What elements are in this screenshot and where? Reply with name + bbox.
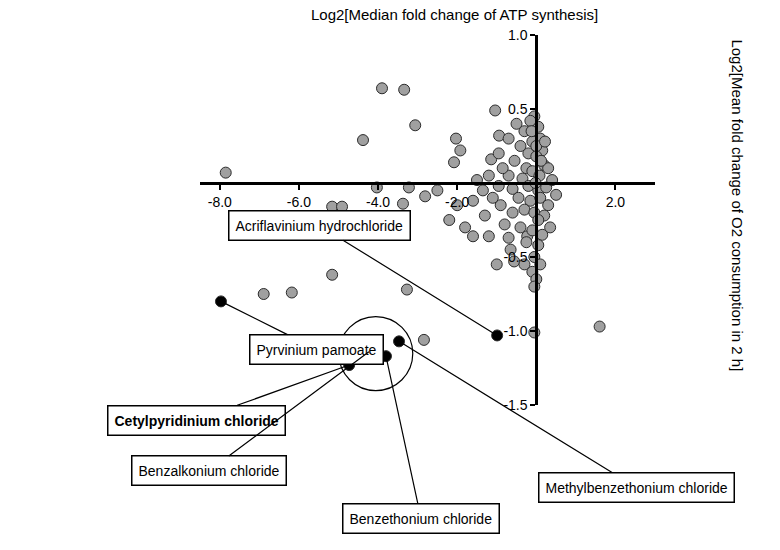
- svg-text:-6.0: -6.0: [287, 194, 311, 210]
- svg-text:-2.0: -2.0: [445, 194, 469, 210]
- svg-text:Benzalkonium chloride: Benzalkonium chloride: [139, 463, 280, 479]
- svg-text:Acriflavinium hydrochloride: Acriflavinium hydrochloride: [236, 218, 404, 234]
- svg-text:Methylbenzethonium chloride: Methylbenzethonium chloride: [546, 480, 728, 496]
- svg-text:-1.5: -1.5: [503, 397, 527, 413]
- svg-text:-0.5: -0.5: [503, 249, 527, 265]
- svg-text:0.5: 0.5: [508, 101, 528, 117]
- svg-text:2.0: 2.0: [606, 194, 626, 210]
- svg-text:Benzethonium chloride: Benzethonium chloride: [350, 511, 493, 527]
- svg-text:Pyrvinium pamoate: Pyrvinium pamoate: [257, 342, 377, 358]
- svg-text:-8.0: -8.0: [208, 194, 232, 210]
- svg-text:Cetylpyridinium chloride: Cetylpyridinium chloride: [115, 413, 279, 429]
- svg-text:-1.0: -1.0: [503, 323, 527, 339]
- svg-text:Log2[Mean fold change of O2 co: Log2[Mean fold change of O2 consumption …: [729, 39, 746, 371]
- svg-text:1.0: 1.0: [508, 27, 528, 43]
- svg-text:-4.0: -4.0: [366, 194, 390, 210]
- svg-text:Log2[Median fold change of ATP: Log2[Median fold change of ATP synthesis…: [311, 6, 598, 23]
